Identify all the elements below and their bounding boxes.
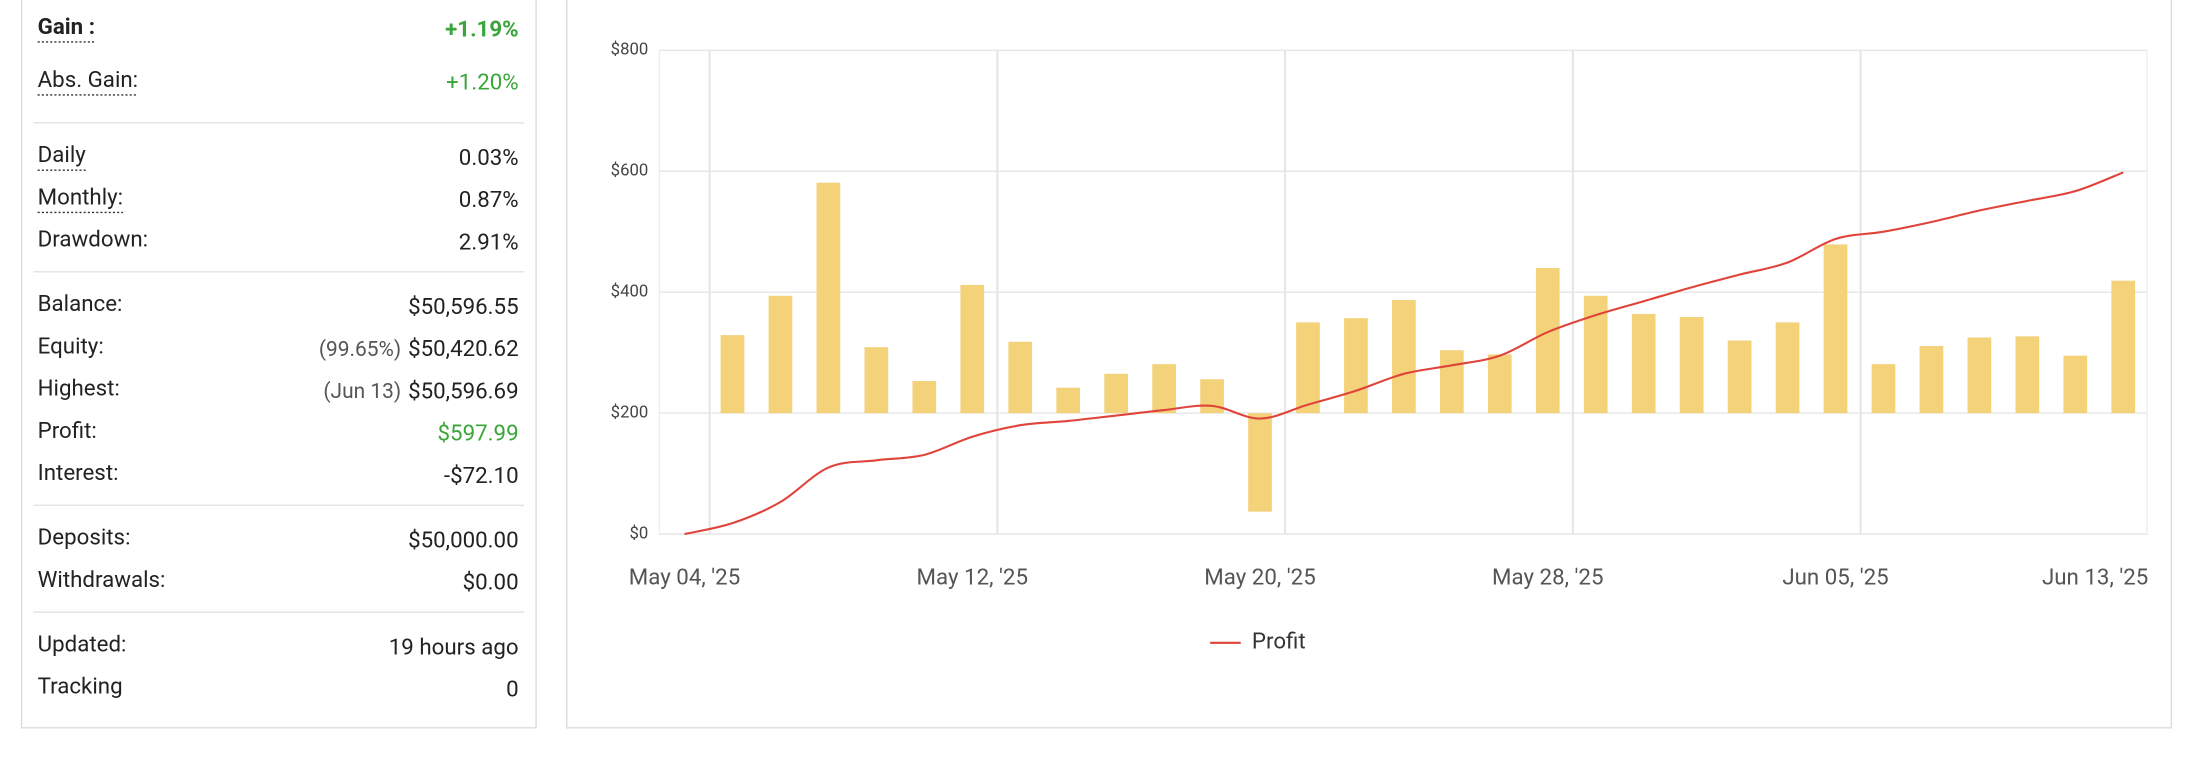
legend-label: Profit xyxy=(1252,629,1306,655)
bar xyxy=(1679,316,1704,414)
bar xyxy=(1631,313,1656,414)
bar xyxy=(1104,373,1128,414)
bar xyxy=(816,182,841,414)
stat-label: Balance: xyxy=(38,291,123,317)
bar xyxy=(720,335,745,414)
bar xyxy=(1775,322,1800,414)
stat-label: Highest: xyxy=(38,376,120,402)
bar xyxy=(1152,364,1176,414)
bar xyxy=(1439,350,1464,414)
bar xyxy=(1248,413,1272,512)
stat-note: (99.65%) xyxy=(319,338,401,362)
y-tick-label: $400 xyxy=(611,282,649,302)
stats-panel xyxy=(20,0,537,729)
stat-label: Abs. Gain: xyxy=(38,67,138,93)
x-tick-label: May 20, '25 xyxy=(1204,565,1315,591)
bar xyxy=(1344,318,1368,414)
stat-label: Withdrawals: xyxy=(38,567,166,593)
stat-label: Tracking xyxy=(38,674,123,700)
stat-label: Monthly: xyxy=(38,184,123,210)
stat-value: 2.91% xyxy=(459,229,519,255)
stat-value: $50,596.69 xyxy=(408,378,519,404)
bar xyxy=(1823,244,1848,414)
bar xyxy=(1871,364,1896,414)
bar xyxy=(2063,355,2088,414)
stat-label: Daily xyxy=(38,142,87,168)
stat-value: 0.03% xyxy=(459,145,519,171)
stat-label: Drawdown: xyxy=(38,227,148,253)
bar xyxy=(768,295,793,414)
bar xyxy=(1296,322,1320,414)
bar xyxy=(1583,295,1608,414)
profit-line xyxy=(684,171,2124,536)
y-tick-label: $800 xyxy=(611,40,649,60)
stat-label: Profit: xyxy=(38,418,97,444)
stat-value: $0.00 xyxy=(463,570,519,596)
bar xyxy=(1967,337,1992,414)
stat-value: $50,000.00 xyxy=(408,527,519,553)
stat-label: Equity: xyxy=(38,333,104,359)
stat-value: 0.87% xyxy=(459,187,519,213)
stat-value: +1.19% xyxy=(445,17,518,43)
bar xyxy=(960,284,985,414)
x-tick-label: Jun 05, '25 xyxy=(1782,565,1888,591)
stat-value: +1.20% xyxy=(446,70,518,96)
bar xyxy=(1392,300,1416,414)
y-tick-label: $200 xyxy=(611,403,649,423)
bar xyxy=(864,347,889,414)
bar xyxy=(1727,340,1752,414)
stat-value: $597.99 xyxy=(438,421,519,447)
x-tick-label: May 12, '25 xyxy=(917,565,1028,591)
y-tick-label: $600 xyxy=(611,161,649,181)
stat-label: Updated: xyxy=(38,631,127,657)
stat-value: $50,420.62 xyxy=(408,336,519,362)
stat-value: 19 hours ago xyxy=(389,634,519,660)
bar xyxy=(1056,387,1081,414)
bar xyxy=(1487,354,1512,414)
bar xyxy=(912,381,937,414)
stat-note: (Jun 13) xyxy=(323,380,401,404)
bar xyxy=(1008,341,1033,414)
y-tick-label: $0 xyxy=(629,523,648,543)
stat-label: Deposits: xyxy=(38,525,131,551)
bar xyxy=(2015,336,2040,414)
stat-value: 0 xyxy=(506,677,519,703)
x-tick-label: Jun 13, '25 xyxy=(2042,565,2148,591)
bar xyxy=(1535,267,1560,414)
stat-label: Interest: xyxy=(38,460,119,486)
x-tick-label: May 04, '25 xyxy=(629,565,740,591)
stat-label: Gain : xyxy=(38,14,95,40)
x-tick-label: May 28, '25 xyxy=(1492,565,1603,591)
stat-value: -$72.10 xyxy=(444,463,519,489)
stat-value: $50,596.55 xyxy=(408,294,519,320)
bar xyxy=(2111,280,2136,414)
bar xyxy=(1919,345,1944,414)
